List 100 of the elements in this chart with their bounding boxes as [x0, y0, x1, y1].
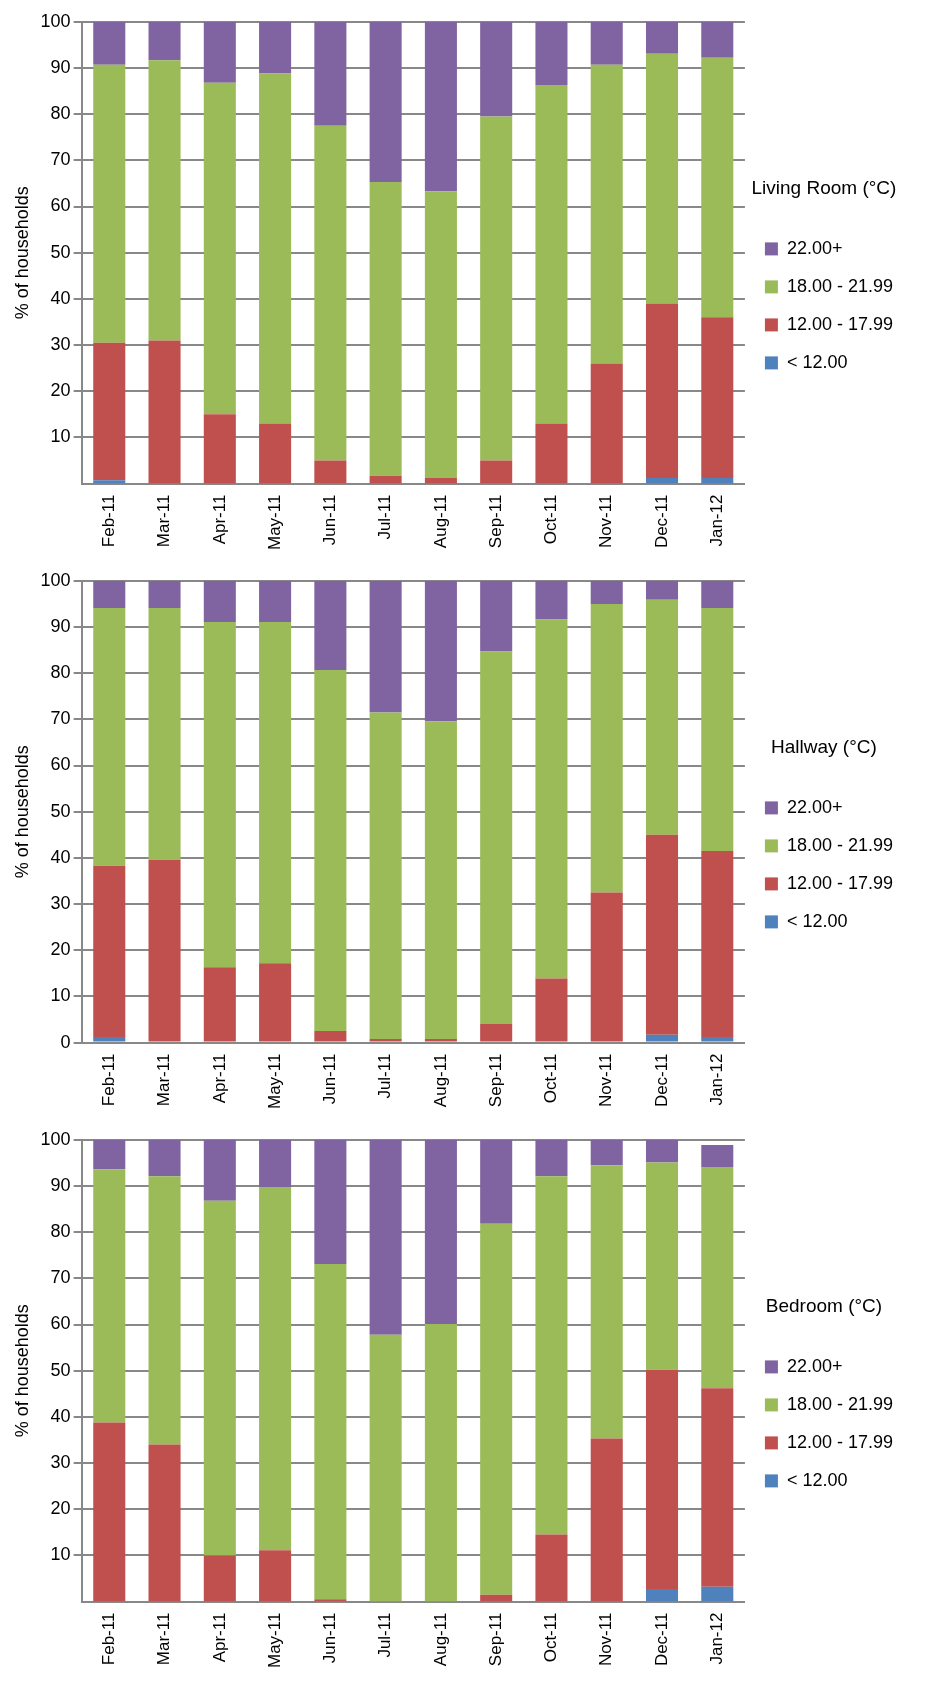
bar [148, 608, 181, 860]
bar [203, 414, 236, 484]
legend-title: Living Room (°C) [751, 176, 897, 198]
bar [535, 1176, 568, 1535]
bar [701, 317, 734, 479]
bar [93, 1139, 126, 1170]
bar [480, 1139, 513, 1224]
bar [480, 1223, 513, 1595]
bar [701, 1167, 734, 1389]
bar [645, 53, 679, 304]
bar [590, 1139, 623, 1166]
legend-label: < 12.00 [786, 910, 848, 931]
bar [314, 1264, 347, 1600]
bar [535, 423, 568, 484]
bar [259, 1186, 292, 1551]
bar [148, 60, 181, 341]
bar [314, 1139, 347, 1265]
x-tick-label: Jul-11 [375, 1053, 395, 1099]
bar [369, 1139, 402, 1335]
y-tick-label: 50 [50, 1359, 71, 1380]
bar [535, 619, 568, 979]
legend-label: 18.00 - 21.99 [786, 834, 894, 855]
y-tick-label: 20 [50, 380, 71, 401]
bar [369, 1038, 402, 1042]
y-axis-title: % of households [11, 745, 32, 879]
y-tick-label: 70 [50, 708, 71, 729]
bar [590, 21, 623, 65]
x-tick-label: Nov-11 [596, 494, 616, 549]
legend-label: 12.00 - 17.99 [786, 872, 894, 893]
bar [203, 621, 236, 968]
bar [203, 82, 236, 415]
bar [424, 721, 457, 1039]
bar [259, 963, 292, 1042]
y-tick-label: 50 [50, 800, 71, 821]
x-tick-label: Oct-11 [541, 1053, 561, 1104]
bar [590, 603, 623, 893]
x-tick-label: Sep-11 [485, 1612, 505, 1667]
bar [590, 363, 623, 484]
legend-label: 22.00+ [786, 237, 843, 258]
bar [93, 1037, 126, 1042]
x-tick-label: May-11 [264, 494, 284, 551]
bar [93, 64, 126, 343]
legend-label: 18.00 - 21.99 [786, 1393, 894, 1414]
bar [424, 580, 457, 722]
x-tick-label: Nov-11 [596, 1612, 616, 1667]
bar [701, 850, 734, 1038]
bar [314, 580, 347, 670]
bar [93, 608, 126, 866]
x-tick-label: Apr-11 [209, 1612, 229, 1663]
bar [314, 1031, 347, 1042]
bar [701, 608, 734, 851]
bar [203, 21, 236, 83]
x-tick-label: Dec-11 [651, 1053, 671, 1108]
x-tick-label: Oct-11 [541, 1612, 561, 1663]
legend-label: 12.00 - 17.99 [786, 313, 894, 334]
y-axis-title: % of households [11, 1304, 32, 1438]
bar [590, 580, 623, 604]
bar [259, 621, 292, 964]
bar [424, 1038, 457, 1042]
bar [424, 478, 457, 484]
y-tick-label: 40 [50, 287, 71, 308]
bar [645, 478, 679, 484]
y-tick-label: 80 [50, 1221, 71, 1242]
x-tick-label: Jul-11 [375, 494, 395, 540]
bar [645, 21, 679, 54]
bar [424, 191, 457, 479]
x-tick-label: Aug-11 [430, 1053, 450, 1108]
bar [148, 859, 181, 1042]
bar [93, 580, 126, 609]
bar [259, 423, 292, 484]
bar [480, 116, 513, 461]
bar [701, 21, 734, 58]
bar [203, 967, 236, 1042]
bar [535, 1534, 568, 1602]
bar [701, 1144, 734, 1168]
bar [480, 580, 513, 652]
bar [645, 1162, 679, 1370]
bar [535, 85, 568, 424]
bar [314, 669, 347, 1032]
x-tick-label: Apr-11 [209, 1053, 229, 1104]
x-tick-label: Mar-11 [154, 494, 174, 548]
x-tick-label: Oct-11 [541, 494, 561, 545]
y-tick-label: 90 [50, 615, 71, 636]
x-tick-label: Jan-12 [706, 1053, 726, 1106]
bar [701, 580, 734, 609]
legend-label: < 12.00 [786, 351, 848, 372]
x-tick-label: Feb-11 [98, 1612, 118, 1666]
x-tick-label: Mar-11 [154, 1053, 174, 1107]
y-tick-label: 30 [50, 893, 71, 914]
bar [369, 712, 402, 1039]
y-tick-label: 20 [50, 939, 71, 960]
bar [93, 21, 126, 65]
y-tick-label: 60 [50, 1313, 71, 1334]
y-tick-label: 60 [50, 195, 71, 216]
legend-label: 22.00+ [786, 796, 843, 817]
x-tick-label: Feb-11 [98, 494, 118, 548]
bar [148, 1139, 181, 1177]
x-tick-label: Aug-11 [430, 494, 450, 549]
bar [480, 1024, 513, 1042]
bar [203, 1555, 236, 1602]
